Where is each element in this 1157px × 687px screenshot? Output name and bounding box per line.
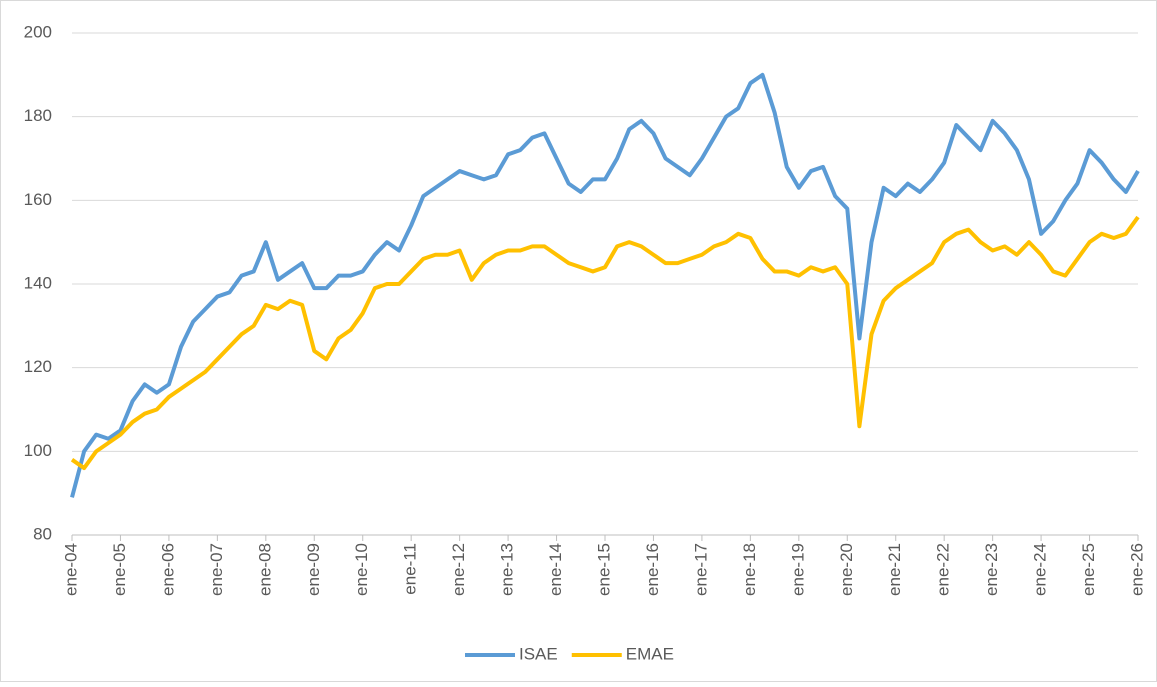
- x-tick-label: ene-07: [207, 543, 226, 596]
- y-tick-label: 80: [33, 524, 52, 543]
- y-tick-label: 120: [24, 357, 52, 376]
- line-series: [70, 215, 1140, 471]
- line-series: [70, 72, 1140, 498]
- x-tick-label: ene-10: [352, 543, 371, 596]
- x-tick-label: ene-11: [401, 543, 420, 595]
- x-tick-label: ene-22: [934, 543, 953, 596]
- x-tick-label: ene-24: [1031, 543, 1050, 596]
- x-tick-label: ene-13: [498, 543, 517, 596]
- x-tick-label: ene-17: [691, 543, 710, 596]
- y-tick-label: 200: [24, 22, 52, 41]
- y-tick-label: 160: [24, 190, 52, 209]
- x-tick-label: ene-08: [255, 543, 274, 596]
- x-tick-label: ene-12: [449, 543, 468, 596]
- x-tick-label: ene-25: [1079, 543, 1098, 596]
- y-tick-label: 180: [24, 106, 52, 125]
- x-tick-label: ene-06: [158, 543, 177, 596]
- x-tick-label: ene-26: [1127, 543, 1146, 596]
- x-tick-label: ene-09: [304, 543, 323, 596]
- y-tick-label: 100: [24, 441, 52, 460]
- x-tick-label: ene-21: [885, 543, 904, 596]
- x-tick-label: ene-19: [788, 543, 807, 596]
- x-tick-label: ene-23: [982, 543, 1001, 596]
- legend-label: ISAE: [519, 644, 558, 663]
- x-tick-label: ene-05: [110, 543, 129, 596]
- y-tick-label: 140: [24, 273, 52, 292]
- x-tick-label: ene-14: [546, 543, 565, 596]
- x-tick-label: ene-18: [740, 543, 759, 596]
- x-tick-label: ene-20: [837, 543, 856, 596]
- x-tick-label: ene-04: [61, 543, 80, 596]
- x-tick-label: ene-15: [594, 543, 613, 596]
- legend-label: EMAE: [626, 644, 674, 663]
- x-tick-label: ene-16: [643, 543, 662, 596]
